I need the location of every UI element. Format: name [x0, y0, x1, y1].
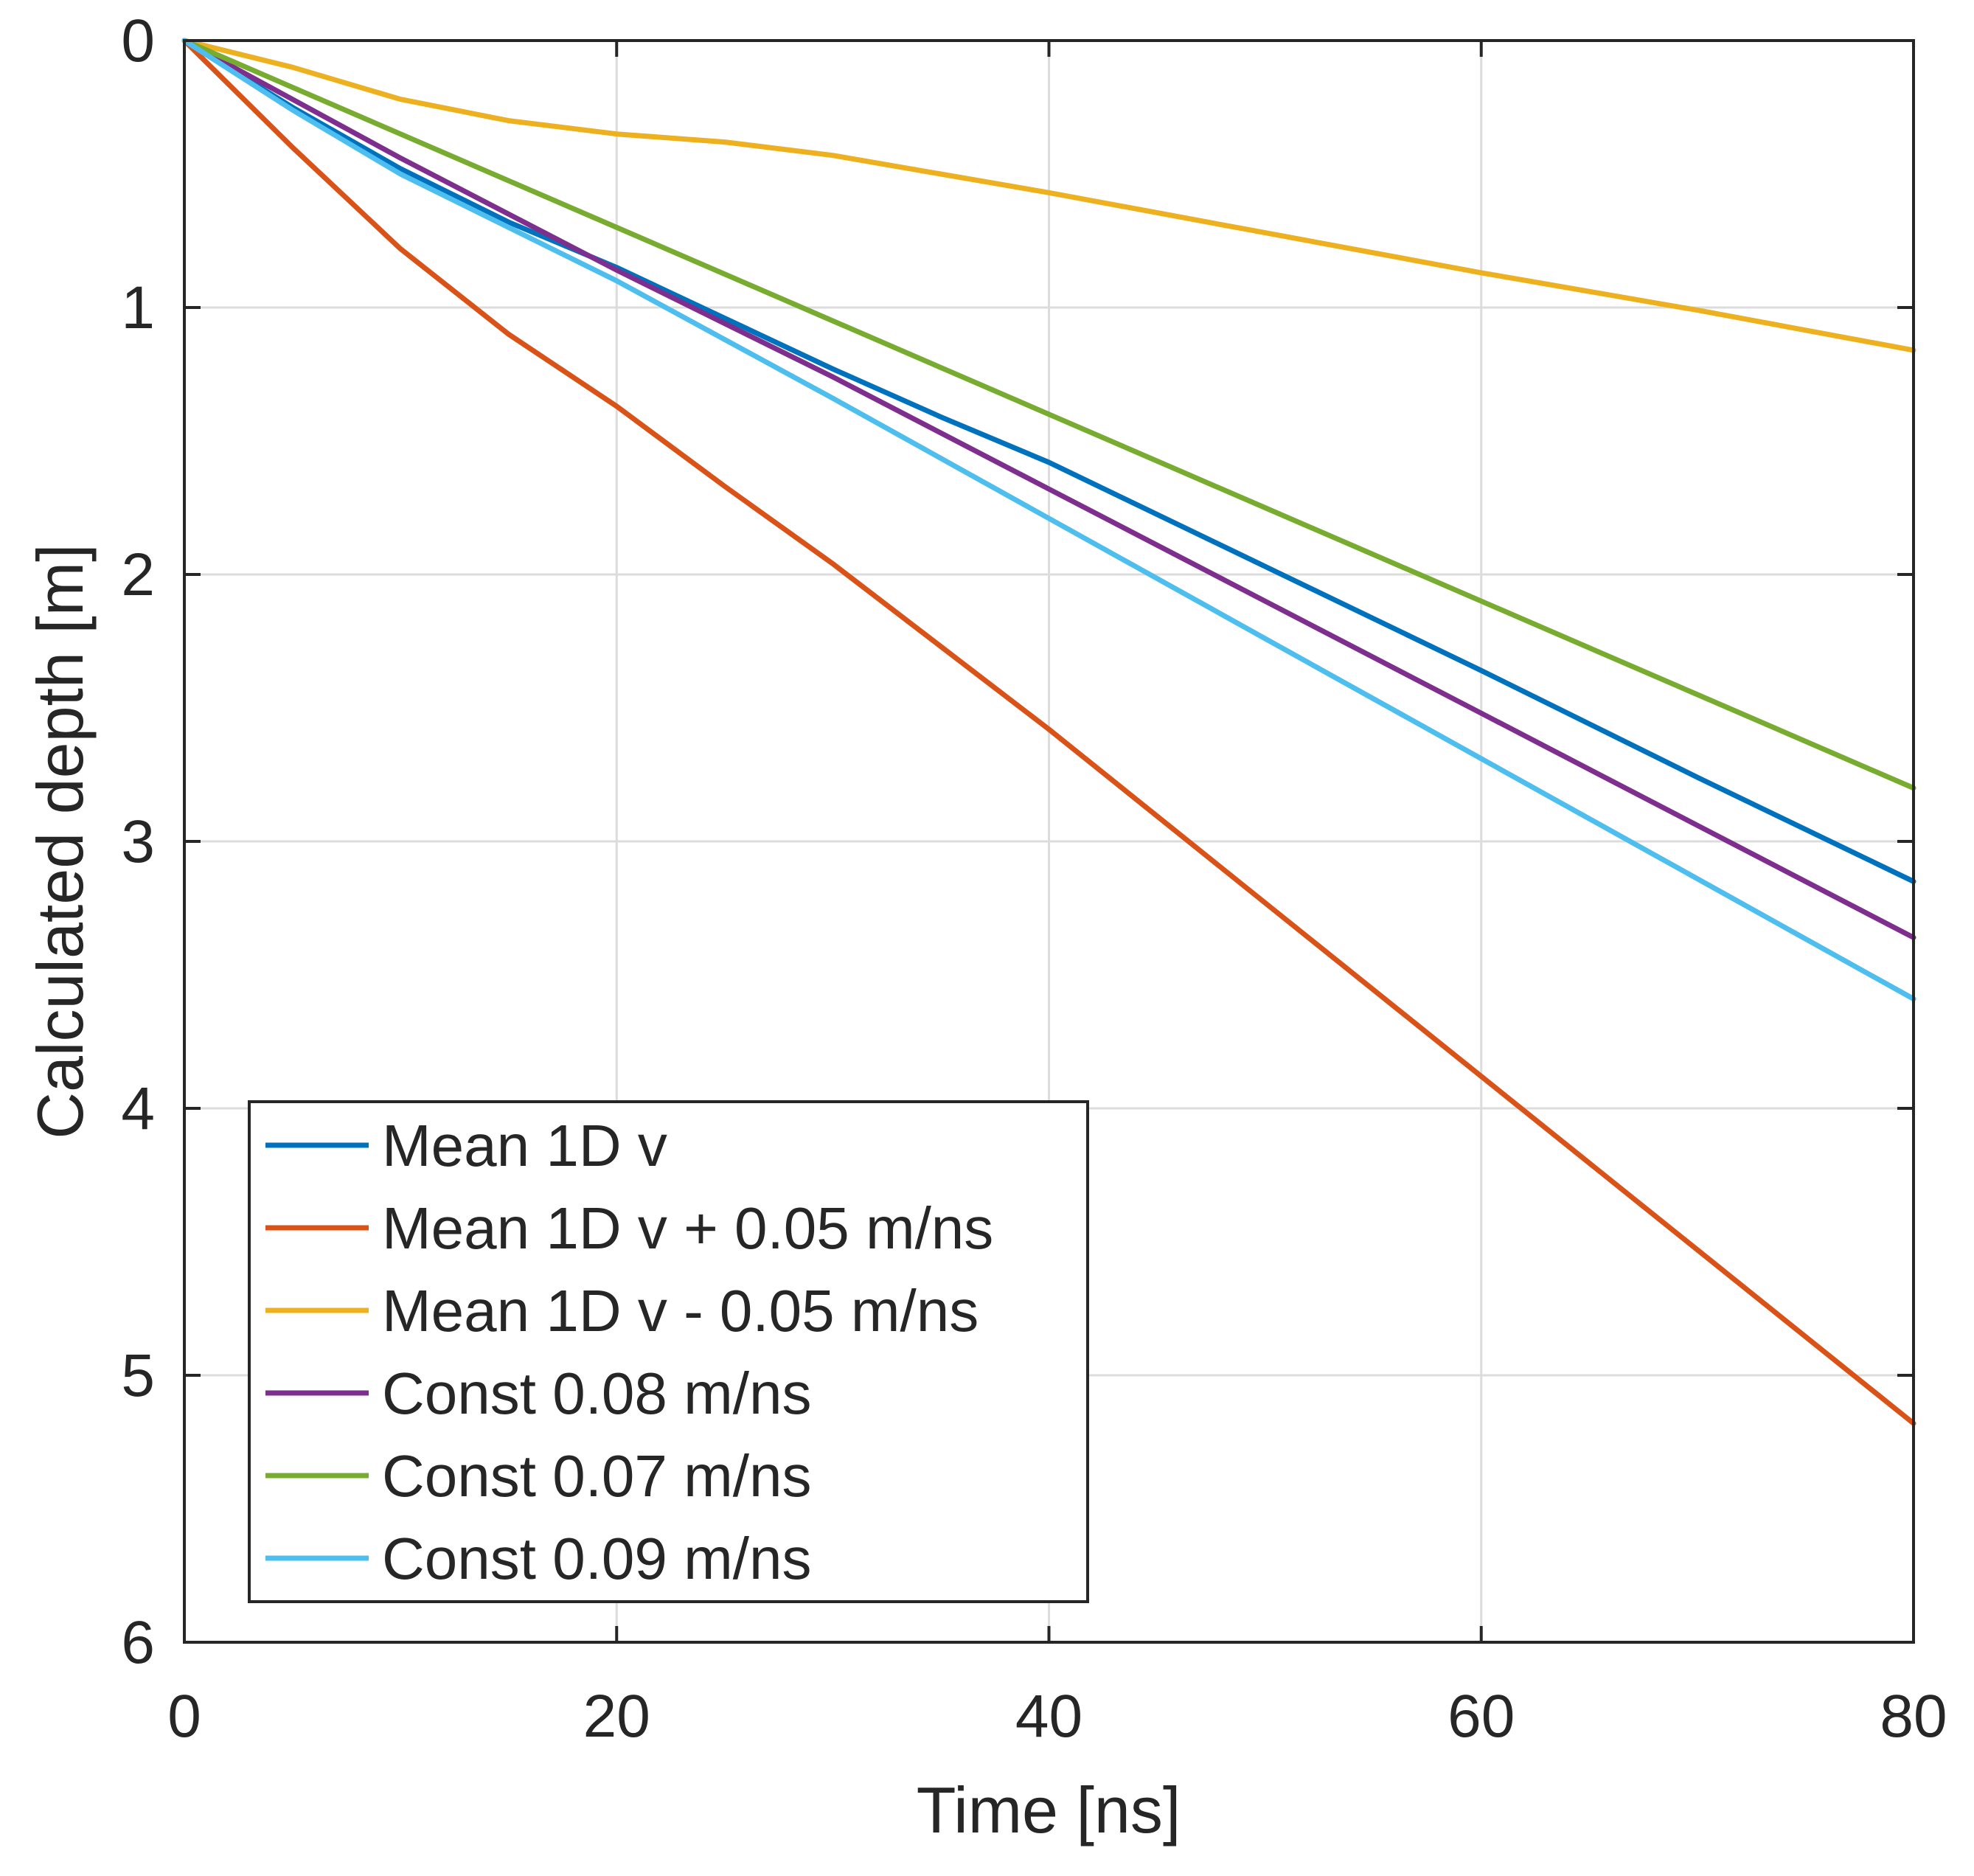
y-tick-label: 3	[121, 808, 155, 875]
y-tick-label: 4	[121, 1075, 155, 1142]
y-tick-label: 5	[121, 1342, 155, 1409]
x-tick-label: 60	[1448, 1683, 1515, 1750]
x-tick-label: 0	[167, 1683, 201, 1750]
series-line-const-0-07-m-ns	[181, 38, 1916, 791]
y-tick-label: 2	[121, 541, 155, 608]
series-line-mean-1d-v-0-05-m-ns	[181, 38, 1916, 1426]
legend-label: Const 0.09 m/ns	[382, 1526, 812, 1591]
series-line-mean-1d-v	[181, 38, 1916, 884]
y-tick-label: 1	[121, 274, 155, 341]
legend-label: Const 0.07 m/ns	[382, 1443, 812, 1509]
legend: Mean 1D v Mean 1D v + 0.05 m/ns Mean 1D v …	[248, 1100, 1089, 1603]
y-tick-label: 6	[121, 1609, 155, 1676]
x-tick-label: 40	[1015, 1683, 1082, 1750]
legend-label: Mean 1D v - 0.05 m/ns	[382, 1278, 979, 1344]
legend-label: Const 0.08 m/ns	[382, 1361, 812, 1426]
legend-box	[248, 1100, 1089, 1603]
legend-items: Mean 1D v Mean 1D v + 0.05 m/ns Mean 1D v …	[265, 1113, 993, 1591]
x-axis-label: Time [ns]	[917, 1773, 1181, 1847]
series-line-const-0-09-m-ns	[181, 38, 1916, 1002]
x-tick-label: 80	[1880, 1683, 1947, 1750]
y-axis-label: Calculated depth [m]	[24, 543, 97, 1139]
legend-label: Mean 1D v	[382, 1113, 667, 1178]
series-line-const-0-08-m-ns	[181, 38, 1916, 940]
legend-label: Mean 1D v + 0.05 m/ns	[382, 1195, 993, 1261]
y-tick-label: 0	[121, 7, 155, 74]
series-line-mean-1d-v-0-05-m-ns	[181, 38, 1916, 353]
series-lines	[181, 38, 1916, 1426]
axis-ticks: 0 20 40 60 80 0 1 2 3 4 5 6	[121, 7, 1947, 1750]
x-tick-label: 20	[583, 1683, 650, 1750]
